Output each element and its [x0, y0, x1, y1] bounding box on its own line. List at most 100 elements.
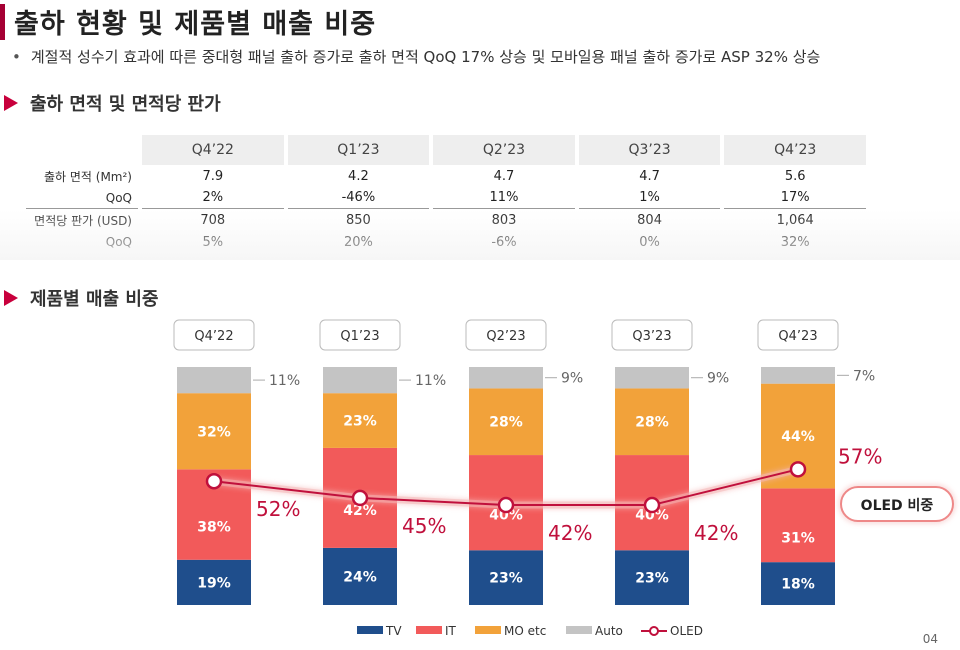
table-row: 면적당 판가 (USD) 708 850 803 804 1,064: [26, 209, 866, 231]
table-row: 출하 면적 (Mm²) 7.9 4.2 4.7 4.7 5.6: [26, 165, 866, 187]
table-cell: 20%: [343, 234, 373, 250]
category-box: [757, 319, 839, 351]
table-cell: 4.2: [348, 168, 369, 184]
row-label: QoQ: [105, 235, 132, 249]
table-cell: 5.6: [784, 168, 806, 184]
oled-value-label: 42%: [694, 521, 738, 545]
data-label: 19%: [197, 575, 231, 591]
table-cell: 1%: [578, 187, 721, 209]
table-cell: -46%: [287, 187, 430, 209]
legend-swatch: [357, 626, 383, 634]
triangle-icon: [4, 290, 18, 306]
data-label: 28%: [489, 415, 523, 431]
triangle-icon: [4, 95, 18, 111]
oled-value-label: 45%: [402, 514, 446, 538]
bar-segment-tv: [177, 559, 251, 605]
table-cell: 5%: [202, 234, 224, 250]
oled-point: [205, 472, 223, 490]
category-box: [611, 319, 693, 351]
legend-swatch: [416, 626, 442, 634]
table-cell: 2%: [142, 187, 284, 209]
category-box: [319, 319, 401, 351]
category-label: Q2’23: [486, 329, 525, 344]
table-cell: 708: [200, 212, 226, 228]
data-label: 40%: [635, 508, 669, 524]
category-label: Q1’23: [340, 329, 379, 344]
data-label: 32%: [197, 424, 231, 440]
table-cell: 850: [345, 212, 371, 228]
category-label: Q4’22: [194, 329, 233, 344]
category-label: Q3’23: [632, 329, 671, 344]
data-label: 31%: [781, 530, 815, 546]
section-heading-revenue: 제품별 매출 비중: [4, 285, 158, 311]
bar-segment-mo-etc: [469, 388, 543, 456]
table-header: Q4’22: [142, 135, 284, 165]
table-cell: 803: [491, 212, 517, 228]
data-label: 11%: [269, 373, 300, 389]
oled-share-badge: [840, 486, 954, 522]
row-label: QoQ: [26, 187, 138, 209]
title-accent-bar: [0, 4, 5, 40]
bar-segment-tv: [615, 550, 689, 605]
row-label: 면적당 판가 (USD): [34, 213, 132, 228]
summary-bullet: • 계절적 성수기 효과에 따른 중대형 패널 출하 증가로 출하 면적 QoQ …: [12, 46, 820, 67]
table-header: Q3’23: [578, 135, 721, 165]
bar-segment-mo-etc: [323, 393, 397, 448]
bar-segment-auto: [323, 367, 397, 394]
table-cell: 7.9: [202, 168, 224, 184]
bar-segment-auto: [469, 367, 543, 389]
bar-segment-tv: [323, 547, 397, 605]
table-cell: -6%: [491, 234, 517, 250]
row-label: 출하 면적 (Mm²): [43, 169, 132, 184]
data-label: 18%: [781, 577, 815, 593]
data-label: 38%: [197, 520, 231, 536]
table-row: QoQ 2% -46% 11% 1% 17%: [26, 187, 866, 209]
data-label: 24%: [343, 569, 377, 585]
category-label: Q4’23: [778, 329, 817, 344]
section-heading-shipment: 출하 면적 및 면적당 판가: [4, 90, 221, 116]
table-header-blank: [26, 135, 138, 165]
table-cell: 32%: [780, 234, 810, 250]
section-title: 출하 면적 및 면적당 판가: [30, 94, 221, 115]
legend-label: TV: [385, 624, 402, 638]
oled-value-label: 42%: [548, 521, 592, 545]
legend-swatch: [566, 626, 592, 634]
page-number: 04: [922, 632, 938, 646]
bar-segment-tv: [469, 550, 543, 605]
data-label: 23%: [635, 571, 669, 587]
table-header: Q2’23: [433, 135, 575, 165]
bullet-dot-icon: •: [12, 48, 21, 66]
oled-point: [351, 489, 369, 507]
category-box: [465, 319, 547, 351]
bar-segment-mo-etc: [615, 388, 689, 456]
legend-swatch: [475, 626, 501, 634]
table-cell: 17%: [724, 187, 866, 209]
data-label: 7%: [853, 368, 875, 384]
legend-label: MO etc: [504, 624, 546, 638]
data-label: 42%: [343, 503, 377, 519]
summary-text: 계절적 성수기 효과에 따른 중대형 패널 출하 증가로 출하 면적 QoQ 1…: [30, 48, 821, 66]
legend-marker: [649, 626, 659, 636]
table-cell: 804: [637, 212, 662, 228]
data-label: 28%: [635, 415, 669, 431]
oled-share-label: OLED 비중: [861, 498, 934, 514]
legend-label: Auto: [595, 624, 623, 638]
revenue-mix-chart: Q4’22 19% 38% 32% 11% Q1’23 24% 42% 23% 11% Q2’23 2…: [173, 319, 954, 638]
data-label: 23%: [343, 414, 377, 430]
section-title: 제품별 매출 비중: [30, 289, 159, 310]
bar-segment-mo-etc: [177, 393, 251, 470]
data-label: 9%: [561, 371, 583, 387]
table-cell: 4.7: [493, 168, 515, 184]
category-box: [173, 319, 255, 351]
data-label: 40%: [489, 508, 523, 524]
bar-segment-tv: [761, 562, 835, 605]
oled-value-label: 52%: [256, 497, 300, 521]
bar-segment-auto: [761, 367, 835, 384]
data-label: 44%: [781, 429, 815, 445]
table-header: Q4’23: [724, 135, 866, 165]
bar-segment-auto: [177, 367, 251, 394]
oled-value-label: 57%: [838, 444, 882, 468]
oled-point: [643, 496, 661, 514]
bar-segment-auto: [615, 367, 689, 389]
table-header-row: Q4’22 Q1’23 Q2’23 Q3’23 Q4’23: [26, 135, 866, 165]
